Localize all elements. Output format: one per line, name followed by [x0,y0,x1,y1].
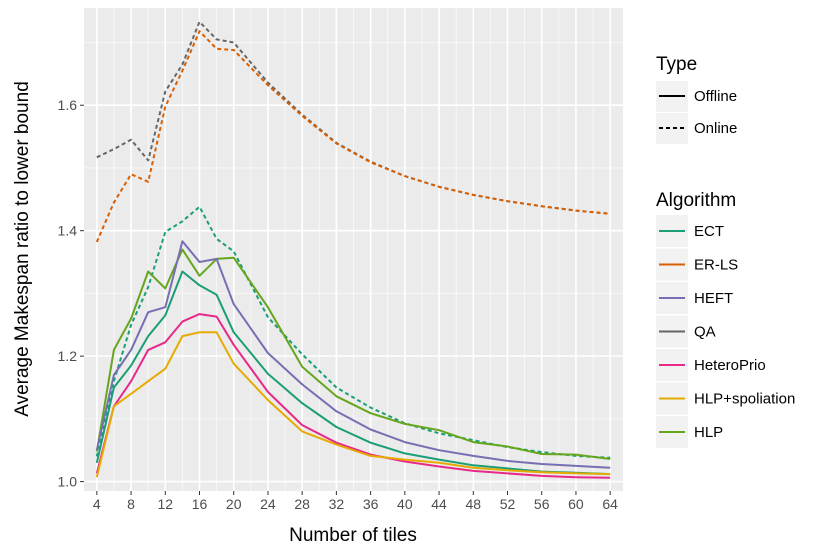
legend-label-offline: Offline [694,88,737,105]
legend-label-er-ls: ER-LS [694,257,738,274]
x-axis-title: Number of tiles [289,525,417,546]
tick-label-x: 20 [226,496,242,512]
tick-label-x: 48 [465,496,481,512]
tick-label-y: 1.2 [58,348,78,364]
series-line-heteroprio-offline [95,313,611,479]
tick-label-y: 1.0 [58,474,78,490]
legend-label-hlp: HLP [694,424,723,441]
tick-label-x: 28 [294,496,310,512]
tick-label-x: 36 [363,496,379,512]
series-line-ect-offline [95,270,611,476]
legend-label-ect: ECT [694,223,724,240]
series-line-hlp-spoliation-offline [95,331,611,478]
tick-label-x: 12 [157,496,173,512]
tick-label-x: 24 [260,496,276,512]
algorithm-legend-title: Algorithm [656,190,736,211]
legend-label-qa: QA [694,324,716,341]
series-lines [95,20,611,479]
tick-label-x: 40 [397,496,413,512]
tick-label-x: 52 [500,496,516,512]
tick-label-x: 56 [534,496,550,512]
legend-label-online: Online [694,120,737,137]
tick-label-x: 64 [602,496,618,512]
series-line-hlp-offline [95,248,611,460]
tick-label-x: 44 [431,496,447,512]
tick-label-x: 60 [568,496,584,512]
tick-label-x: 8 [127,496,135,512]
tick-label-x: 16 [192,496,208,512]
algorithm-legend: Algorithm ECT ER-LS HEFT QA HeteroPrio HLP+sp… [656,190,795,448]
tick-label-y: 1.6 [58,97,78,113]
legend-label-hlp-spoliation: HLP+spoliation [694,391,795,408]
y-axis-title: Average Makespan ratio to lower bound [12,81,33,417]
grid-lines [84,8,623,491]
legend-label-heteroprio: HeteroPrio [694,357,766,374]
legend-label-heft: HEFT [694,290,733,307]
axis-ticks: 1.01.21.41.64 8 12 16 20 24 28 32 36 40 44 48 52 56 60… [58,97,619,512]
series-line-er-ls-online [95,30,611,243]
tick-label-x: 32 [329,496,345,512]
type-legend-title: Type [656,54,697,75]
series-line-heft-offline [95,240,611,469]
type-legend: Type Offline Online [656,54,737,144]
tick-label-x: 4 [93,496,101,512]
tick-label-y: 1.4 [58,223,78,239]
